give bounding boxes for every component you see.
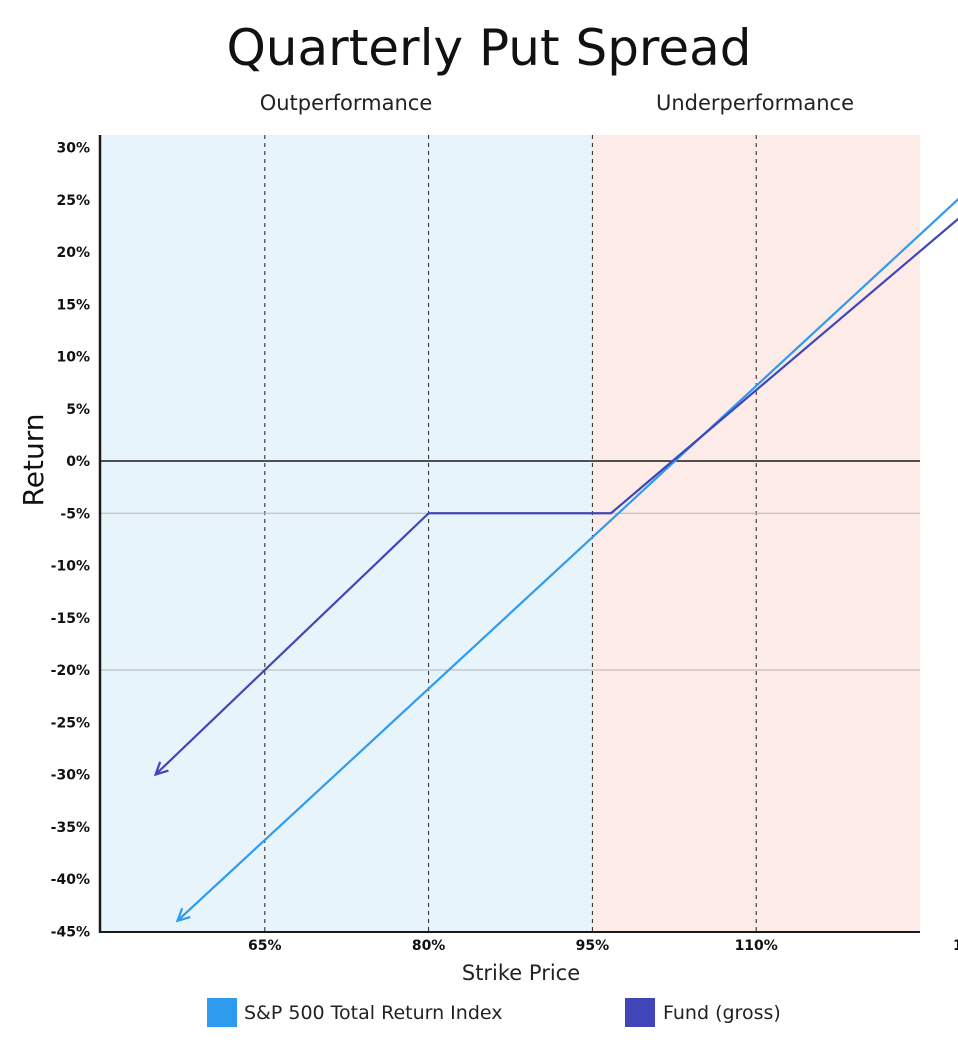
y-axis-title: Return [17, 414, 50, 507]
y-tick-label: 20% [56, 245, 90, 261]
x-tick-label: 95% [576, 938, 610, 954]
y-tick-label: 10% [56, 350, 90, 366]
y-tick-label: -15% [51, 611, 90, 627]
y-tick-label: 25% [56, 193, 90, 209]
arrow-start-fund [153, 761, 169, 777]
region-label-outperformance: Outperformance [260, 91, 433, 115]
tick-labels: 30% 25% 20% 15% 10% 5% 0% -5% -10% -15% -20% -25% -3… [51, 141, 958, 955]
y-tick-label: 30% [56, 141, 90, 157]
y-tick-label: -30% [51, 768, 90, 784]
y-tick-label: 0% [66, 454, 90, 470]
legend-label-fund: Fund (gross) [663, 1002, 781, 1024]
series-line-fund [154, 217, 958, 776]
x-tick-label: 130% [953, 938, 958, 954]
y-tick-label: -20% [51, 663, 90, 679]
x-axis-title: Strike Price [462, 961, 580, 985]
grid-lines [101, 135, 920, 932]
series-line-sp500 [176, 197, 958, 922]
x-tick-label: 65% [248, 938, 282, 954]
regions [101, 135, 920, 932]
y-tick-label: 5% [66, 402, 90, 418]
y-tick-label: -25% [51, 715, 90, 731]
legend-swatch-sp500 [207, 998, 237, 1027]
legend: S&P 500 Total Return Index Fund (gross) [207, 998, 781, 1027]
axes [98, 135, 920, 933]
chart-title: Quarterly Put Spread [226, 19, 751, 77]
x-tick-label: 110% [735, 938, 778, 954]
arrow-start-sp500 [175, 907, 191, 923]
region-underperformance [592, 135, 920, 932]
region-outperformance [101, 135, 593, 932]
legend-swatch-fund [625, 998, 655, 1027]
y-tick-label: -35% [51, 820, 90, 836]
y-tick-label: -10% [51, 559, 90, 575]
x-tick-label: 80% [412, 938, 446, 954]
series-lines [153, 197, 958, 923]
y-tick-label: 15% [56, 297, 90, 313]
y-tick-label: -40% [51, 872, 90, 888]
region-label-underperformance: Underperformance [656, 91, 854, 115]
y-tick-label: -45% [51, 924, 90, 940]
legend-label-sp500: S&P 500 Total Return Index [244, 1002, 503, 1024]
y-tick-label: -5% [60, 506, 90, 522]
